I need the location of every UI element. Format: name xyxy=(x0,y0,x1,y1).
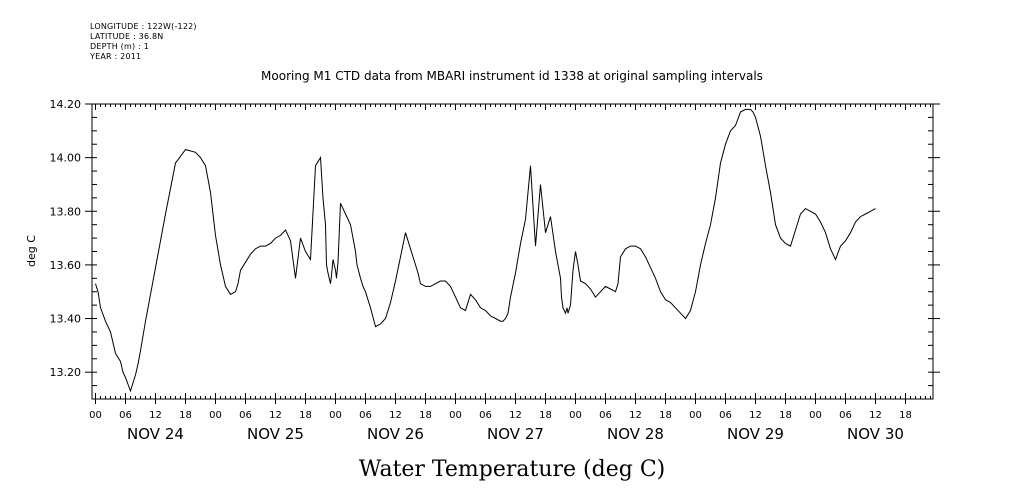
x-tick-label: 06 xyxy=(599,410,612,421)
temperature-series-line xyxy=(95,108,876,393)
x-tick-label: 12 xyxy=(509,410,522,421)
y-tick-label: 13.60 xyxy=(50,259,82,272)
day-label: NOV 27 xyxy=(487,425,544,443)
x-tick-label: 06 xyxy=(719,410,732,421)
x-tick-label: 18 xyxy=(299,410,312,421)
y-tick-label: 13.40 xyxy=(50,313,82,326)
x-tick-label: 00 xyxy=(449,410,462,421)
x-tick-label: 06 xyxy=(839,410,852,421)
depth-label: DEPTH (m) : 1 xyxy=(90,42,149,51)
y-tick-label: 14.20 xyxy=(50,98,82,111)
y-tick-labels: 13.20 13.40 13.60 13.80 14.00 14.20 xyxy=(50,98,82,379)
x-tick-label: 06 xyxy=(479,410,492,421)
x-tick-label: 00 xyxy=(809,410,822,421)
day-label: NOV 25 xyxy=(247,425,304,443)
x-tick-label: 12 xyxy=(749,410,762,421)
day-label: NOV 30 xyxy=(847,425,904,443)
day-label: NOV 24 xyxy=(127,425,184,443)
x-tick-label: 00 xyxy=(329,410,342,421)
x-tick-labels: 00 06 12 18 00 06 12 18 00 06 12 18 00 06 12 18 00 06 12 18… xyxy=(89,410,912,421)
day-label: NOV 28 xyxy=(607,425,664,443)
x-tick-label: 12 xyxy=(869,410,882,421)
x-tick-label: 12 xyxy=(269,410,282,421)
year-label: YEAR : 2011 xyxy=(90,52,142,61)
x-tick-label: 00 xyxy=(89,410,102,421)
day-label: NOV 29 xyxy=(727,425,784,443)
x-tick-label: 18 xyxy=(779,410,792,421)
x-tick-label: 12 xyxy=(629,410,642,421)
y-axis-label: deg C xyxy=(25,235,38,267)
y-tick-label: 14.00 xyxy=(50,152,82,165)
x-tick-label: 06 xyxy=(119,410,132,421)
x-tick-label: 18 xyxy=(899,410,912,421)
y-tick-label: 13.20 xyxy=(50,366,82,379)
day-labels: NOV 24 NOV 25 NOV 26 NOV 27 NOV 28 NOV 29 NOV … xyxy=(127,425,904,443)
y-tick-label: 13.80 xyxy=(50,205,82,218)
x-tick-label: 12 xyxy=(389,410,402,421)
longitude-label: LONGITUDE : 122W(-122) xyxy=(90,22,197,31)
tick-marks xyxy=(85,103,940,404)
day-label: NOV 26 xyxy=(367,425,424,443)
chart-title: Mooring M1 CTD data from MBARI instrumen… xyxy=(261,69,763,83)
x-tick-label: 12 xyxy=(149,410,162,421)
x-tick-label: 00 xyxy=(209,410,222,421)
x-tick-label: 06 xyxy=(359,410,372,421)
bottom-title: Water Temperature (deg C) xyxy=(359,457,666,482)
x-tick-label: 06 xyxy=(239,410,252,421)
x-tick-label: 18 xyxy=(539,410,552,421)
latitude-label: LATITUDE : 36.8N xyxy=(90,32,164,41)
metadata-block: LONGITUDE : 122W(-122) LATITUDE : 36.8N … xyxy=(90,22,197,62)
x-tick-label: 00 xyxy=(689,410,702,421)
x-tick-label: 18 xyxy=(419,410,432,421)
x-tick-label: 00 xyxy=(569,410,582,421)
x-tick-label: 18 xyxy=(179,410,192,421)
x-tick-label: 18 xyxy=(659,410,672,421)
